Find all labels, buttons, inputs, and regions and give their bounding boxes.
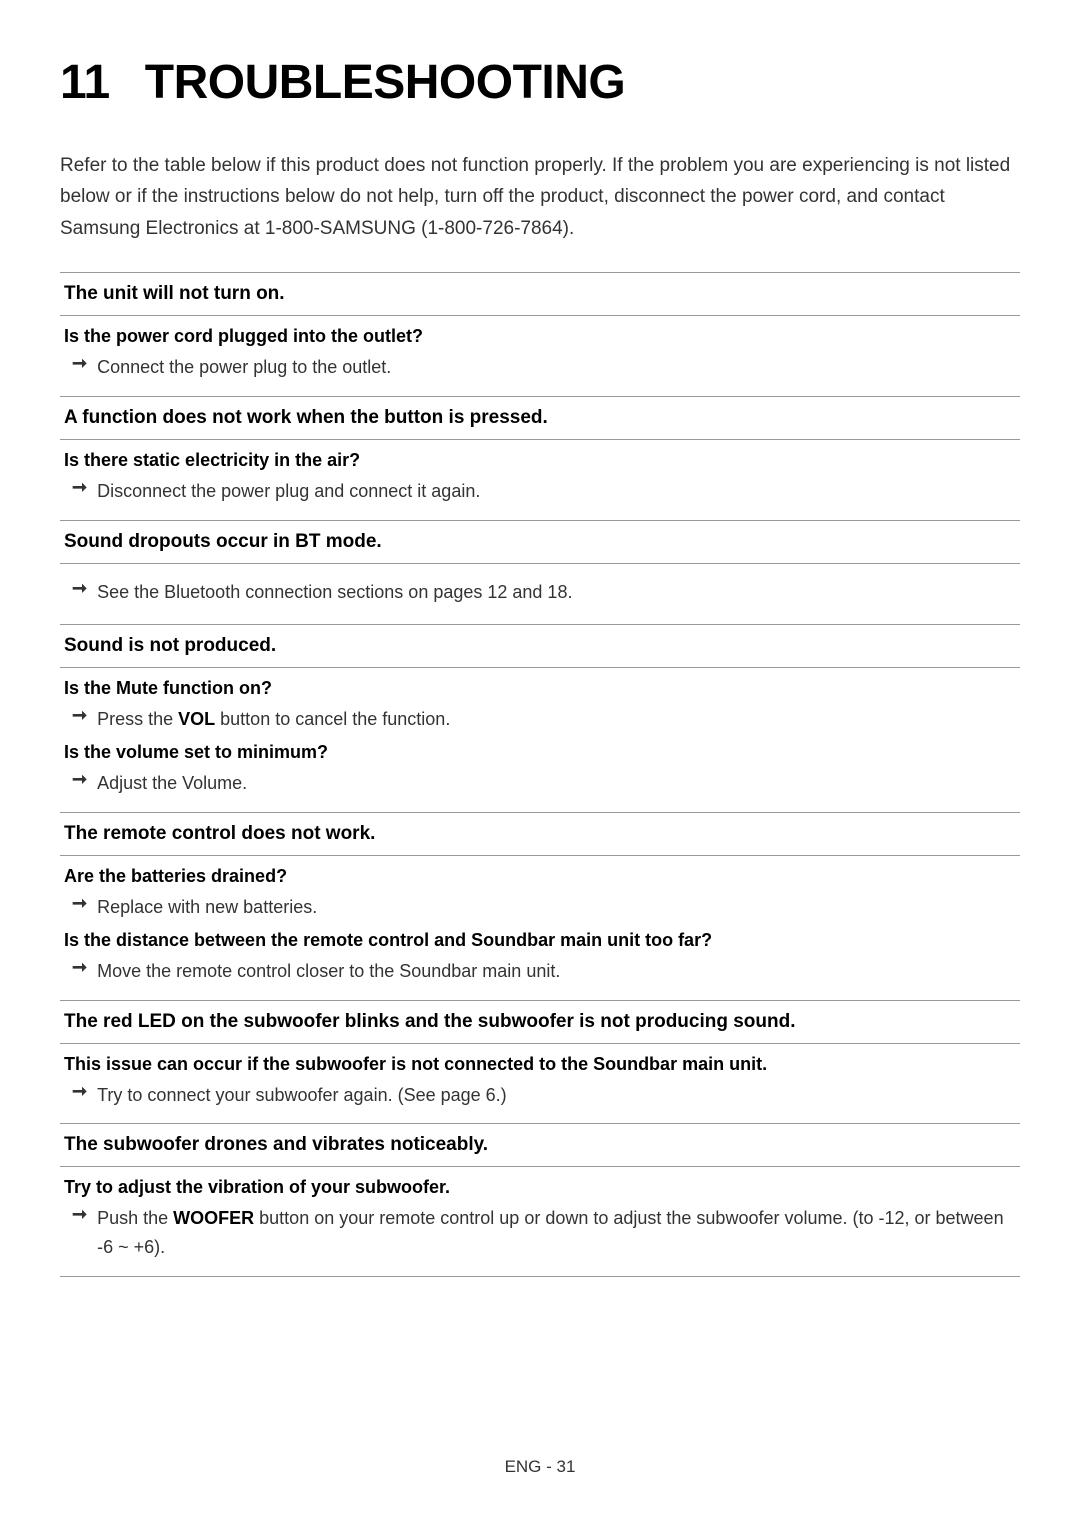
answer-prefix: Press the (97, 709, 178, 729)
answer-text: See the Bluetooth connection sections on… (97, 578, 572, 607)
answer-text: Press the VOL button to cancel the funct… (97, 705, 450, 734)
troubleshoot-section: The unit will not turn on. Is the power … (60, 272, 1020, 397)
answer-bold: VOL (178, 709, 215, 729)
question: Is the Mute function on? (64, 674, 1018, 703)
answer: ➞ Push the WOOFER button on your remote … (64, 1202, 1018, 1266)
arrow-icon: ➞ (72, 1204, 87, 1225)
question: Is the power cord plugged into the outle… (64, 322, 1018, 351)
section-body: Are the batteries drained? ➞ Replace wit… (60, 856, 1020, 1001)
section-body: Try to adjust the vibration of your subw… (60, 1167, 1020, 1277)
question: Are the batteries drained? (64, 862, 1018, 891)
arrow-icon: ➞ (72, 957, 87, 978)
question: Try to adjust the vibration of your subw… (64, 1173, 1018, 1202)
answer: ➞ Adjust the Volume. (64, 767, 1018, 802)
answer: ➞ Disconnect the power plug and connect … (64, 475, 1018, 510)
answer-text: Push the WOOFER button on your remote co… (97, 1204, 1018, 1262)
section-header: A function does not work when the button… (60, 397, 1020, 440)
section-header: The subwoofer drones and vibrates notice… (60, 1124, 1020, 1167)
answer-suffix: button to cancel the function. (215, 709, 450, 729)
answer: ➞ Replace with new batteries. (64, 891, 1018, 926)
section-body: Is the power cord plugged into the outle… (60, 316, 1020, 397)
answer: ➞ Move the remote control closer to the … (64, 955, 1018, 990)
troubleshoot-section: A function does not work when the button… (60, 397, 1020, 521)
page-footer: ENG - 31 (0, 1457, 1080, 1477)
section-body: Is there static electricity in the air? … (60, 440, 1020, 521)
answer: ➞ Press the VOL button to cancel the fun… (64, 703, 1018, 738)
section-body: ➞ See the Bluetooth connection sections … (60, 564, 1020, 626)
section-header: The remote control does not work. (60, 813, 1020, 856)
intro-paragraph: Refer to the table below if this product… (60, 150, 1020, 244)
section-body: Is the Mute function on? ➞ Press the VOL… (60, 668, 1020, 813)
section-header: Sound is not produced. (60, 625, 1020, 668)
question: Is the volume set to minimum? (64, 738, 1018, 767)
answer-text: Move the remote control closer to the So… (97, 957, 560, 986)
question: Is the distance between the remote contr… (64, 926, 1018, 955)
arrow-icon: ➞ (72, 477, 87, 498)
answer-text: Adjust the Volume. (97, 769, 247, 798)
answer: ➞ See the Bluetooth connection sections … (64, 570, 1018, 615)
section-header: The unit will not turn on. (60, 273, 1020, 316)
arrow-icon: ➞ (72, 893, 87, 914)
troubleshoot-section: The red LED on the subwoofer blinks and … (60, 1001, 1020, 1125)
troubleshoot-section: Sound is not produced. Is the Mute funct… (60, 625, 1020, 813)
arrow-icon: ➞ (72, 578, 87, 599)
chapter-title-text: TROUBLESHOOTING (145, 56, 626, 109)
answer: ➞ Connect the power plug to the outlet. (64, 351, 1018, 386)
answer-text: Replace with new batteries. (97, 893, 317, 922)
arrow-icon: ➞ (72, 353, 87, 374)
troubleshoot-section: The remote control does not work. Are th… (60, 813, 1020, 1001)
section-body: This issue can occur if the subwoofer is… (60, 1044, 1020, 1125)
answer-bold: WOOFER (173, 1208, 254, 1228)
question: This issue can occur if the subwoofer is… (64, 1050, 1018, 1079)
troubleshoot-section: The subwoofer drones and vibrates notice… (60, 1124, 1020, 1277)
answer-text: Try to connect your subwoofer again. (Se… (97, 1081, 507, 1110)
arrow-icon: ➞ (72, 769, 87, 790)
arrow-icon: ➞ (72, 1081, 87, 1102)
section-header: Sound dropouts occur in BT mode. (60, 521, 1020, 564)
answer-prefix: Push the (97, 1208, 173, 1228)
troubleshoot-section: Sound dropouts occur in BT mode. ➞ See t… (60, 521, 1020, 626)
chapter-number: 11 (60, 55, 110, 110)
page-title: 11 TROUBLESHOOTING (60, 55, 1020, 110)
question: Is there static electricity in the air? (64, 446, 1018, 475)
answer: ➞ Try to connect your subwoofer again. (… (64, 1079, 1018, 1114)
arrow-icon: ➞ (72, 705, 87, 726)
answer-text: Connect the power plug to the outlet. (97, 353, 391, 382)
section-header: The red LED on the subwoofer blinks and … (60, 1001, 1020, 1044)
answer-text: Disconnect the power plug and connect it… (97, 477, 480, 506)
